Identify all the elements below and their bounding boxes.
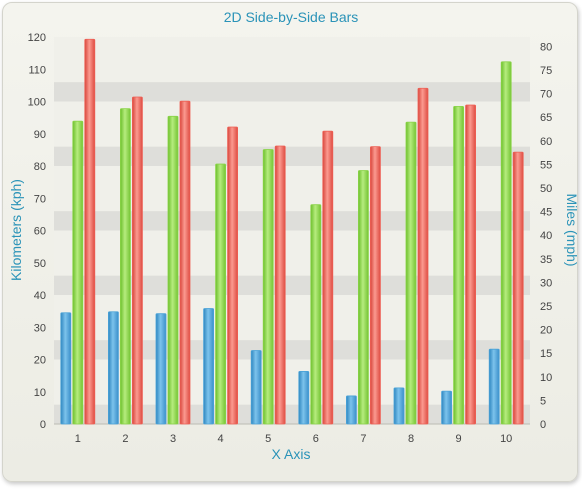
- y2-tick-label: 65: [540, 112, 552, 124]
- bar-3-10: [512, 151, 524, 425]
- bar-2-3: [167, 115, 179, 425]
- y-tick-label: 40: [34, 290, 46, 302]
- bar-2-8: [405, 121, 417, 425]
- bar-2-5: [262, 149, 274, 425]
- x-tick-label: 1: [75, 433, 81, 445]
- bar-3-5: [274, 145, 286, 425]
- bar-2-1: [72, 120, 84, 425]
- bar-3-1: [84, 38, 96, 425]
- x-tick-label: 9: [456, 433, 462, 445]
- bar-2-4: [215, 163, 227, 425]
- bar-3-2: [131, 96, 143, 425]
- y-tick-label: 50: [34, 258, 46, 270]
- bar-1-8: [393, 387, 405, 425]
- bar-2-2: [120, 108, 131, 425]
- bar-3-6: [322, 130, 334, 425]
- bar-3-8: [417, 87, 429, 425]
- y-tick-label: 100: [28, 97, 46, 109]
- bar-2-10: [500, 61, 512, 425]
- y2-tick-label: 55: [540, 159, 552, 171]
- y2-tick-label: 10: [540, 372, 552, 384]
- y2-tick-label: 35: [540, 254, 552, 266]
- x-tick-label: 2: [122, 433, 128, 445]
- chart-title: 2D Side-by-Side Bars: [224, 9, 359, 25]
- bar-1-3: [155, 313, 167, 425]
- y2-tick-label: 40: [540, 230, 552, 242]
- x-tick-label: 6: [313, 433, 319, 445]
- grid-band: [54, 82, 530, 102]
- bar-3-3: [179, 100, 191, 425]
- bar-1-2: [108, 311, 119, 425]
- y2-tick-label: 5: [540, 395, 546, 407]
- y2-axis-title: Miles (mph): [564, 193, 580, 266]
- y2-tick-label: 45: [540, 207, 552, 219]
- y2-tick-label: 70: [540, 89, 552, 101]
- bar-1-10: [488, 348, 500, 425]
- x-axis-ticks: 1 2 3 4 5 6 7 8 9 10: [75, 433, 513, 445]
- y-tick-label: 60: [34, 226, 46, 238]
- bar-2-7: [357, 170, 369, 425]
- y-axis-ticks: 0 10 20 30 40 50 60 70 80 90 100 110 120: [28, 32, 46, 431]
- bar-1-7: [345, 395, 357, 425]
- y2-tick-label: 25: [540, 301, 552, 313]
- y-tick-label: 10: [34, 387, 46, 399]
- y-tick-label: 0: [40, 419, 46, 431]
- y-tick-label: 70: [34, 193, 46, 205]
- bar-1-5: [250, 350, 262, 425]
- x-axis-title: X Axis: [272, 446, 311, 462]
- x-tick-label: 10: [500, 433, 512, 445]
- bar-3-7: [369, 146, 381, 425]
- y2-tick-label: 60: [540, 136, 552, 148]
- bar-1-4: [203, 308, 215, 425]
- y-axis-title: Kilometers (kph): [8, 179, 24, 281]
- bar-1-6: [298, 371, 310, 425]
- y-tick-label: 30: [34, 322, 46, 334]
- bar-2-6: [310, 204, 322, 425]
- y-tick-label: 80: [34, 161, 46, 173]
- y2-tick-label: 0: [540, 419, 546, 431]
- y2-tick-label: 20: [540, 325, 552, 337]
- bar-1-9: [441, 390, 453, 425]
- bar-1-1: [60, 312, 72, 425]
- x-tick-label: 5: [265, 433, 271, 445]
- y-tick-label: 110: [28, 64, 46, 76]
- y2-tick-label: 15: [540, 348, 552, 360]
- y2-tick-label: 80: [540, 41, 552, 53]
- bar-3-9: [465, 104, 477, 425]
- y2-tick-label: 50: [540, 183, 552, 195]
- x-tick-label: 3: [170, 433, 176, 445]
- bar-3-4: [227, 126, 239, 425]
- x-tick-label: 7: [360, 433, 366, 445]
- y-tick-label: 120: [28, 32, 46, 44]
- bar-2-9: [453, 105, 465, 425]
- y2-axis-ticks: 0 5 10 15 20 25 30 35 40 45 50 55 60 65 70 75 80: [540, 41, 552, 431]
- y-tick-label: 20: [34, 355, 46, 367]
- y2-tick-label: 30: [540, 277, 552, 289]
- bars: [60, 38, 524, 425]
- y2-tick-label: 75: [540, 65, 552, 77]
- x-tick-label: 8: [408, 433, 414, 445]
- x-tick-label: 4: [218, 433, 224, 445]
- y-tick-label: 90: [34, 129, 46, 141]
